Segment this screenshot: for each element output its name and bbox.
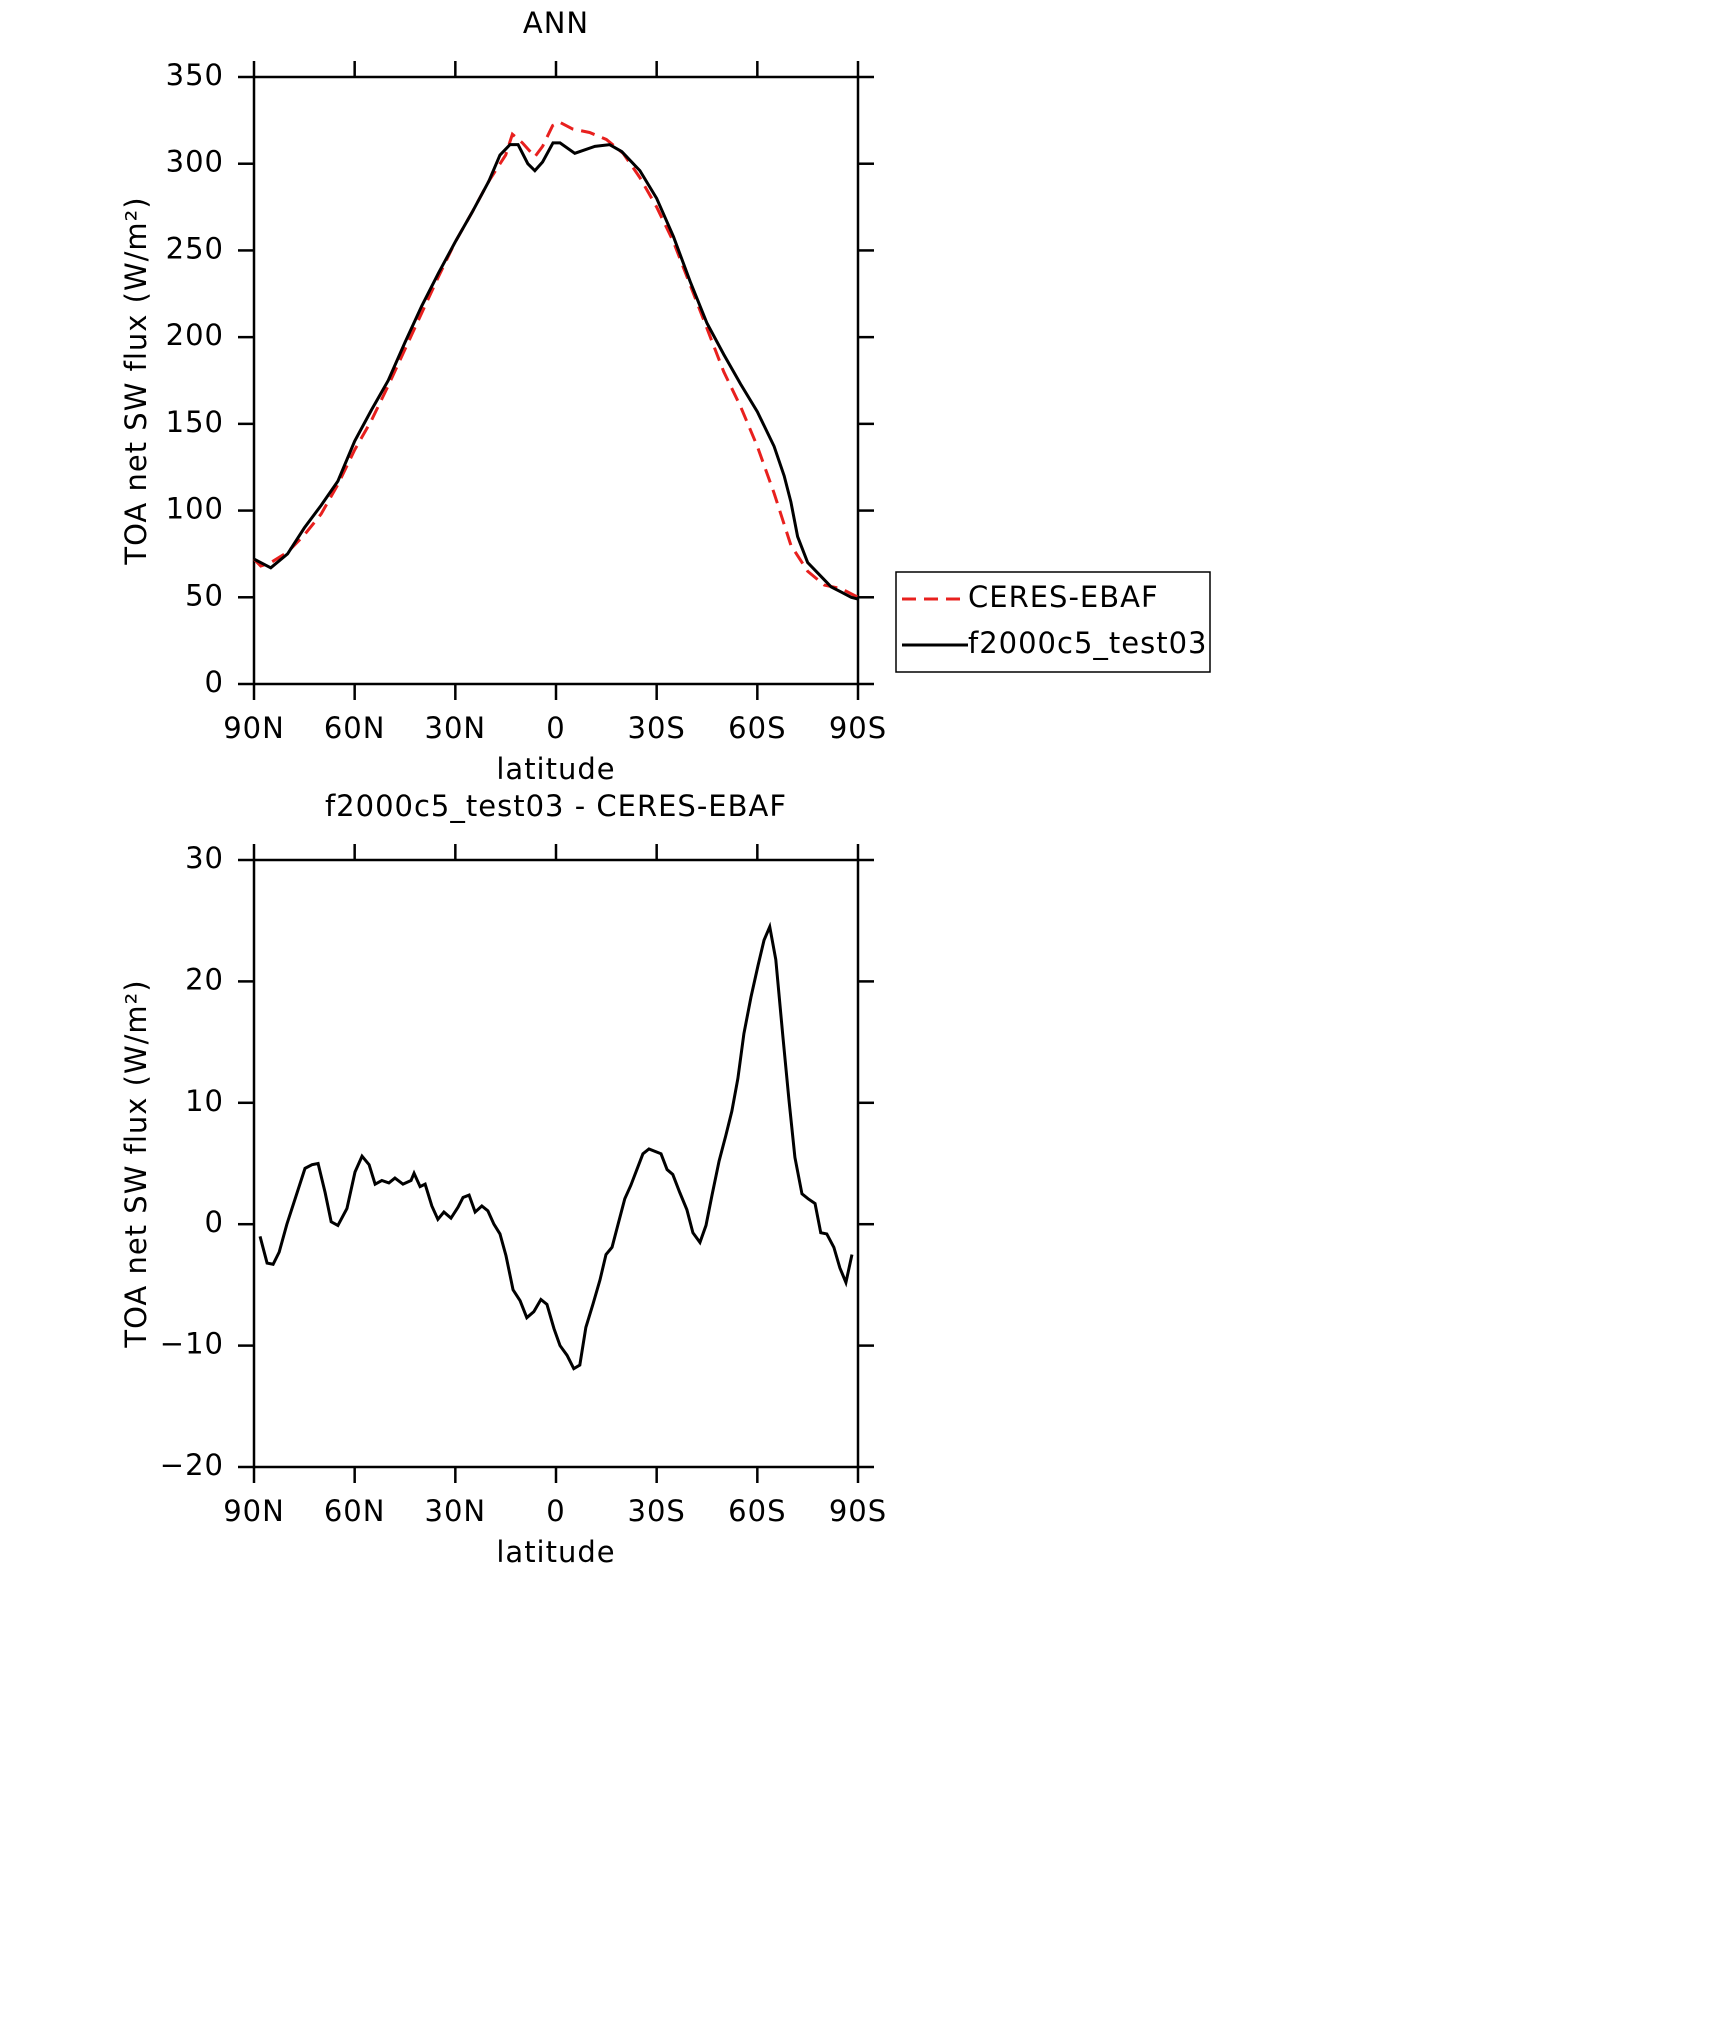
y-tick-label: 10 (185, 1084, 224, 1118)
y-tick-label: 100 (166, 492, 224, 526)
plot-frame (252, 75, 860, 686)
legend-label: CERES-EBAF (968, 580, 1159, 614)
plot-frame (252, 858, 860, 1469)
x-tick-label: 60N (324, 711, 386, 745)
chart-title: f2000c5_test03 - CERES-EBAF (325, 789, 787, 823)
y-axis-label: TOA net SW flux (W/m²) (119, 979, 153, 1348)
y-axis-label: TOA net SW flux (W/m²) (119, 196, 153, 565)
y-tick-label: −10 (160, 1327, 224, 1361)
x-tick-label: 30S (628, 711, 686, 745)
data-line (258, 921, 854, 1371)
x-axis-label: latitude (496, 752, 615, 786)
y-tick-label: 250 (166, 231, 224, 265)
x-tick-label: 30N (425, 711, 487, 745)
x-tick-label: 90S (829, 1494, 887, 1528)
x-tick-label: 30S (628, 1494, 686, 1528)
x-tick-label: 60N (324, 1494, 386, 1528)
data-line (252, 120, 859, 599)
legend-box (895, 571, 1211, 673)
x-tick-label: 60S (728, 711, 786, 745)
chart-title: ANN (523, 6, 589, 40)
y-tick-label: 30 (185, 841, 224, 875)
x-axis-label: latitude (496, 1535, 615, 1569)
y-tick-label: 20 (185, 962, 224, 996)
x-tick-label: 90N (223, 711, 285, 745)
y-tick-label: 300 (166, 145, 224, 179)
y-tick-label: 350 (166, 58, 224, 92)
x-tick-label: 30N (425, 1494, 487, 1528)
y-tick-label: 200 (166, 318, 224, 352)
y-tick-label: 50 (185, 578, 224, 612)
x-tick-label: 90N (223, 1494, 285, 1528)
legend-label: f2000c5_test03 (968, 626, 1208, 660)
y-tick-label: 0 (205, 665, 224, 699)
y-tick-label: −20 (160, 1448, 224, 1482)
x-tick-label: 60S (728, 1494, 786, 1528)
x-tick-label: 90S (829, 711, 887, 745)
data-line (253, 141, 859, 601)
x-tick-label: 0 (546, 1494, 565, 1528)
y-tick-label: 0 (205, 1205, 224, 1239)
y-tick-label: 150 (166, 405, 224, 439)
x-tick-label: 0 (546, 711, 565, 745)
